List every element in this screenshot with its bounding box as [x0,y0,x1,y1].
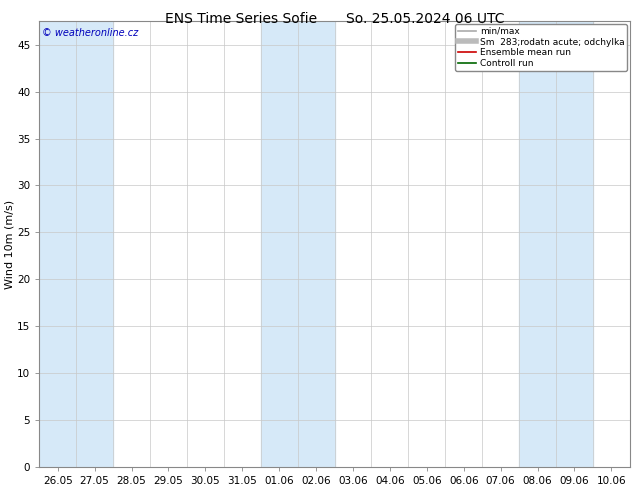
Y-axis label: Wind 10m (m/s): Wind 10m (m/s) [4,199,14,289]
Text: ENS Time Series Sofie: ENS Time Series Sofie [165,12,317,26]
Text: So. 25.05.2024 06 UTC: So. 25.05.2024 06 UTC [346,12,504,26]
Text: © weatheronline.cz: © weatheronline.cz [42,28,138,38]
Legend: min/max, Sm  283;rodatn acute; odchylka, Ensemble mean run, Controll run: min/max, Sm 283;rodatn acute; odchylka, … [455,24,627,71]
Bar [519,22,593,467]
Bar [39,22,113,467]
Bar [261,22,335,467]
